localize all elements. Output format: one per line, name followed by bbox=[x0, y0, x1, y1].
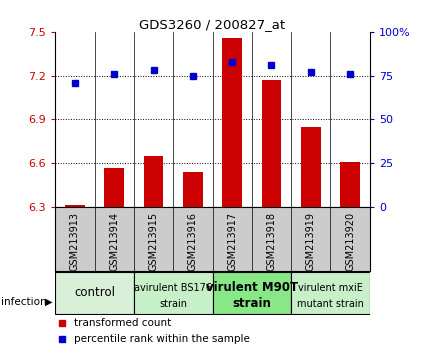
Text: GSM213917: GSM213917 bbox=[227, 212, 237, 271]
Text: mutant strain: mutant strain bbox=[297, 299, 364, 309]
Bar bbox=[55, 272, 134, 314]
Text: GSM213919: GSM213919 bbox=[306, 212, 316, 271]
Text: control: control bbox=[74, 286, 115, 299]
Text: GSM213913: GSM213913 bbox=[70, 212, 80, 271]
Bar bbox=[134, 272, 212, 314]
Text: ▶: ▶ bbox=[45, 297, 52, 307]
Text: virulent M90T: virulent M90T bbox=[206, 281, 298, 294]
Bar bbox=[144, 156, 163, 207]
Bar bbox=[222, 38, 242, 207]
Text: transformed count: transformed count bbox=[74, 318, 171, 328]
Text: GSM213915: GSM213915 bbox=[148, 212, 159, 271]
Text: avirulent BS176: avirulent BS176 bbox=[134, 283, 212, 293]
Text: strain: strain bbox=[159, 299, 187, 309]
Bar bbox=[262, 80, 281, 207]
Bar bbox=[291, 272, 370, 314]
Bar bbox=[183, 172, 203, 207]
Bar bbox=[65, 205, 85, 207]
Title: GDS3260 / 200827_at: GDS3260 / 200827_at bbox=[139, 18, 286, 31]
Text: infection: infection bbox=[1, 297, 46, 307]
Bar bbox=[340, 162, 360, 207]
Text: GSM213914: GSM213914 bbox=[109, 212, 119, 271]
Text: GSM213918: GSM213918 bbox=[266, 212, 277, 271]
Text: GSM213916: GSM213916 bbox=[188, 212, 198, 271]
Text: strain: strain bbox=[232, 297, 271, 310]
Text: percentile rank within the sample: percentile rank within the sample bbox=[74, 334, 250, 344]
Bar bbox=[301, 127, 320, 207]
Bar bbox=[105, 167, 124, 207]
Bar bbox=[212, 272, 291, 314]
Text: virulent mxiE: virulent mxiE bbox=[298, 283, 363, 293]
Text: GSM213920: GSM213920 bbox=[345, 212, 355, 271]
